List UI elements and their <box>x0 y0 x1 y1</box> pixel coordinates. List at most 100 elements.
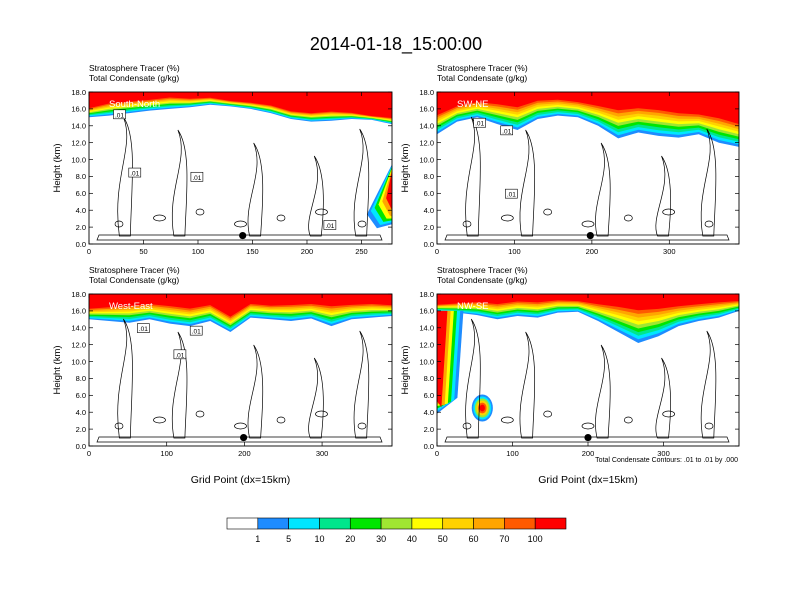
condensate-contours <box>96 116 383 241</box>
tracer-core <box>89 92 392 96</box>
y-tick-label: 10.0 <box>71 357 86 366</box>
y-tick-label: 14.0 <box>71 324 86 333</box>
y-tick-label: 2.0 <box>76 223 86 232</box>
colorbar-label: 60 <box>469 534 479 544</box>
x-tick-label: 300 <box>663 247 676 256</box>
contour-label-text: .01 <box>175 352 184 359</box>
y-tick-label: 16.0 <box>71 105 86 114</box>
tracer-field: .01 .01 .01 West-East <box>89 294 392 446</box>
contour-label: .01 <box>189 325 203 336</box>
condensate-contour <box>462 220 472 228</box>
y-tick-label: 12.0 <box>71 138 86 147</box>
condensate-contour <box>153 214 166 222</box>
x-tick-label: 100 <box>508 247 521 256</box>
y-tick-label: 10.0 <box>419 155 434 164</box>
colorbar-label: 5 <box>286 534 291 544</box>
condensate-contour <box>595 344 611 439</box>
y-tick-label: 4.0 <box>76 206 86 215</box>
contour-label: .01 <box>500 125 513 136</box>
tracer-core <box>89 294 392 298</box>
condensate-contour <box>465 318 481 439</box>
y-tick-label: 4.0 <box>76 408 86 417</box>
contour-label: .01 <box>128 167 142 178</box>
contour-label-box <box>173 349 187 360</box>
y-tick-label: 16.0 <box>419 105 434 114</box>
condensate-contour <box>704 220 714 228</box>
condensate-contour <box>96 234 383 241</box>
condensate-contour <box>581 422 595 430</box>
contour-label-box <box>189 325 203 336</box>
x-tick-label: 150 <box>246 247 259 256</box>
tracer-band <box>437 92 739 125</box>
panel-1: Stratosphere Tracer (%)Total Condensate … <box>52 63 393 256</box>
condensate-contour <box>662 410 676 418</box>
condensate-contour <box>444 234 730 241</box>
location-marker <box>584 433 592 442</box>
colorbar-label: 20 <box>345 534 355 544</box>
y-tick-label: 2.0 <box>424 223 434 232</box>
colorbar-swatch <box>442 517 474 530</box>
condensate-contour <box>462 422 472 430</box>
plot-frame <box>88 91 393 245</box>
y-tick-label: 2.0 <box>76 425 86 434</box>
condensate-contour <box>247 142 264 237</box>
contour-label: .01 <box>113 109 126 119</box>
contour-label-text: .01 <box>325 223 334 230</box>
section-label: SW-NE <box>457 99 489 110</box>
condensate-contour <box>195 208 205 216</box>
y-tick-label: 14.0 <box>419 122 434 131</box>
y-tick-label: 6.0 <box>76 189 86 198</box>
tracer-field: NW-SE <box>437 294 739 446</box>
x-tick-label: 200 <box>582 449 595 458</box>
condensate-contour <box>234 220 247 228</box>
colorbar-swatch <box>226 517 259 530</box>
condensate-contour <box>357 422 367 430</box>
contour-label-text: .01 <box>507 192 516 199</box>
y-tick-label: 0.0 <box>76 442 86 451</box>
condensate-contour <box>444 436 730 443</box>
tracer-field: .01 .01 .01 .01 South-North <box>89 92 392 244</box>
location-marker <box>586 231 594 240</box>
y-tick-label: 18.0 <box>71 290 86 299</box>
y-tick-label: 18.0 <box>419 88 434 97</box>
condensate-contour <box>276 214 286 222</box>
x-tick-label: 100 <box>192 247 205 256</box>
y-tick-label: 14.0 <box>419 324 434 333</box>
condensate-contour <box>655 357 671 439</box>
y-axis-label: Height (km) <box>52 143 63 192</box>
colorbar-swatch <box>257 517 289 530</box>
tracer-band <box>89 92 392 118</box>
x-tick-label: 0 <box>87 449 91 458</box>
contour-label-text: .01 <box>192 329 201 336</box>
colorbar-swatch <box>473 517 505 530</box>
x-tick-label: 200 <box>586 247 599 256</box>
colorbar: 1 5 10 20 30 40 50 60 70 100 <box>226 517 567 544</box>
contour-label-box <box>500 125 513 136</box>
panel-title-condensate: Total Condensate (g/kg) <box>89 275 179 285</box>
condensate-contour <box>465 116 481 237</box>
tracer-intrusion <box>437 310 448 408</box>
y-tick-label: 4.0 <box>424 408 434 417</box>
y-tick-label: 12.0 <box>71 340 86 349</box>
condensate-contour <box>308 357 324 439</box>
contour-label: .01 <box>473 117 486 128</box>
contour-label: .01 <box>137 323 150 333</box>
footnote: Total Condensate Contours: .01 to .01 by… <box>595 457 738 464</box>
condensate-contour <box>595 142 611 237</box>
y-tick-label: 2.0 <box>424 425 434 434</box>
condensate-contour <box>114 220 124 228</box>
colorbar-label: 50 <box>438 534 448 544</box>
condensate-contour <box>581 220 595 228</box>
condensate-contour <box>704 422 714 430</box>
condensate-contour <box>315 208 328 216</box>
x-axis-label: Grid Point (dx=15km) <box>191 474 291 486</box>
y-tick-label: 10.0 <box>419 357 434 366</box>
contour-label: .01 <box>505 188 518 199</box>
contour-label-text: .01 <box>130 171 139 178</box>
tracer-band <box>89 294 392 317</box>
condensate-contour <box>315 410 328 418</box>
x-tick-label: 300 <box>316 449 329 458</box>
colorbar-swatch <box>288 517 320 530</box>
contour-label: .01 <box>323 220 337 230</box>
colorbar-swatch <box>534 517 567 530</box>
